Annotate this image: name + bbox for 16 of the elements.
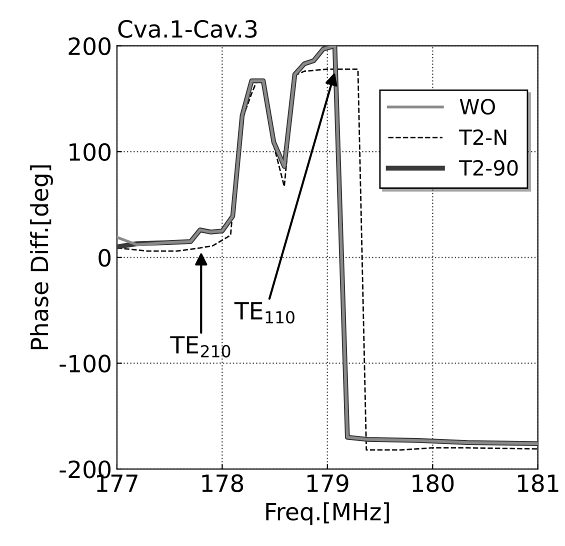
annotation: TE$_{210}$ xyxy=(170,336,230,358)
x-tick-label: 178 xyxy=(202,474,244,492)
legend-label: T2-N xyxy=(459,129,506,145)
annotation: TE$_{110}$ xyxy=(234,302,294,324)
x-tick-label: 179 xyxy=(307,474,348,492)
y-tick-label: 0 xyxy=(98,248,111,267)
y-axis-title: Phase Diff.[deg] xyxy=(30,165,53,350)
x-tick-label: 181 xyxy=(518,474,558,492)
y-tick-label: -100 xyxy=(60,354,111,373)
legend-label: T2-90 xyxy=(459,160,518,176)
chart-title: Cva.1-Cav.3 xyxy=(118,20,257,38)
x-tick-label: 180 xyxy=(412,474,454,492)
y-tick-label: 200 xyxy=(68,37,111,56)
y-tick-label: 100 xyxy=(70,143,111,161)
legend-label: WO xyxy=(460,98,495,115)
x-axis-title: Freq.[MHz] xyxy=(266,502,389,526)
